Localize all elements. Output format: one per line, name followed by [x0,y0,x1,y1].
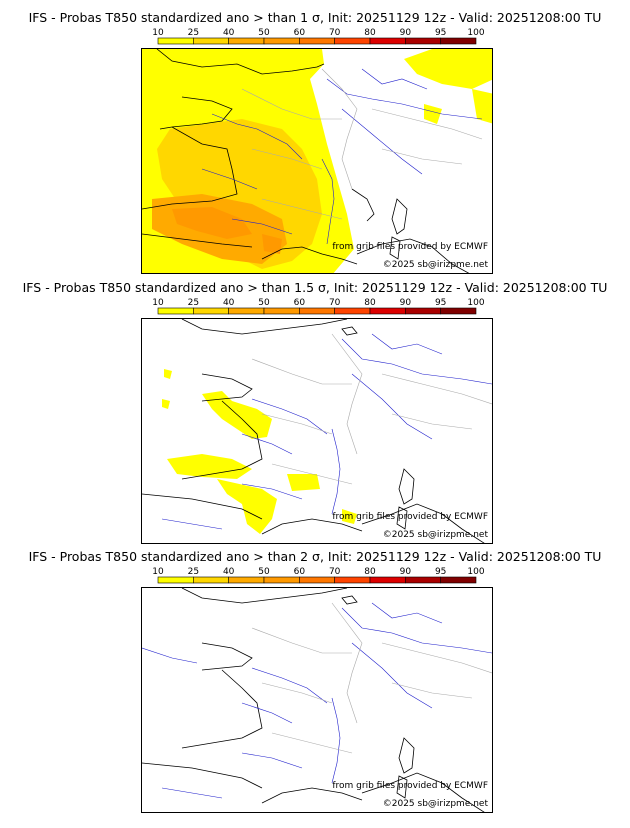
borders [251,333,492,485]
scale-box [369,307,406,315]
scale-label: 10 [152,567,164,577]
probability-color-scale: 10 25 40 50 60 70 80 90 95 100 [152,28,485,45]
panel-title: IFS - Probas T850 standardized ano > tha… [28,549,602,564]
scale-label: 60 [294,28,306,38]
scale-box [369,37,406,45]
scale-label: 80 [364,28,376,38]
coastline [142,588,485,812]
scale-label: 60 [294,567,306,577]
scale-label: 100 [467,567,484,577]
scale-box [405,576,441,584]
scale-box [263,576,300,584]
scale-box [299,576,335,584]
scale-label: 50 [258,28,270,38]
scale-label: 40 [223,28,235,38]
probability-map: from grib files provided by ECMWF ©2025 … [141,587,493,813]
copyright-credit: ©2025 sb@irizpme.net [382,260,488,270]
borders [241,68,483,220]
scale-label: 95 [435,567,446,577]
rivers [142,602,492,799]
coastline [142,319,485,543]
probability-map: from grib files provided by ECMWF ©2025 … [141,48,493,274]
scale-label: 90 [400,567,412,577]
scale-box [263,307,300,315]
scale-label: 10 [152,28,164,38]
scale-box [228,576,265,584]
panel-title: IFS - Probas T850 standardized ano > tha… [28,10,602,25]
scale-label: 70 [329,298,341,308]
scale-label: 90 [400,28,412,38]
scale-box [263,37,300,45]
scale-label: 70 [329,28,341,38]
scale-label: 50 [258,567,270,577]
probability-color-scale: 10 25 40 50 60 70 80 90 95 100 [152,567,485,584]
rivers [161,333,492,530]
scale-label: 100 [467,298,484,308]
scale-label: 90 [400,298,412,308]
scale-box [299,37,335,45]
scale-label: 100 [467,28,484,38]
scale-box [193,307,229,315]
scale-label: 95 [435,298,446,308]
copyright-credit: ©2025 sb@irizpme.net [382,530,488,540]
scale-box [193,576,229,584]
scale-box [440,37,477,45]
scale-label: 70 [329,567,341,577]
scale-box [193,37,229,45]
scale-box [299,307,335,315]
scale-label: 40 [223,298,235,308]
scale-box [157,576,194,584]
scale-box [157,37,194,45]
coastline [142,49,470,273]
scale-label: 25 [188,28,199,38]
scale-label: 25 [188,567,199,577]
probability-color-scale: 10 25 40 50 60 70 80 90 95 100 [152,298,485,315]
scale-box [228,37,265,45]
probability-map: from grib files provided by ECMWF ©2025 … [141,318,493,544]
scale-label: 25 [188,298,199,308]
scale-box [405,37,441,45]
scale-box [157,307,194,315]
scale-box [334,307,371,315]
panel-title: IFS - Probas T850 standardized ano > tha… [22,280,608,295]
scale-box [334,576,371,584]
scale-box [440,576,477,584]
scale-label: 10 [152,298,164,308]
scale-label: 95 [435,28,446,38]
scale-label: 80 [364,567,376,577]
scale-box [228,307,265,315]
scale-box [440,307,477,315]
scale-box [405,307,441,315]
scale-box [369,576,406,584]
source-credit: from grib files provided by ECMWF [332,781,488,791]
copyright-credit: ©2025 sb@irizpme.net [382,799,488,809]
scale-label: 60 [294,298,306,308]
scale-box [334,37,371,45]
probability-shading [162,369,357,534]
probability-shading [142,49,492,273]
scale-label: 50 [258,298,270,308]
scale-label: 80 [364,298,376,308]
borders [251,602,492,754]
scale-label: 40 [223,567,235,577]
source-credit: from grib files provided by ECMWF [332,512,488,522]
source-credit: from grib files provided by ECMWF [332,242,488,252]
